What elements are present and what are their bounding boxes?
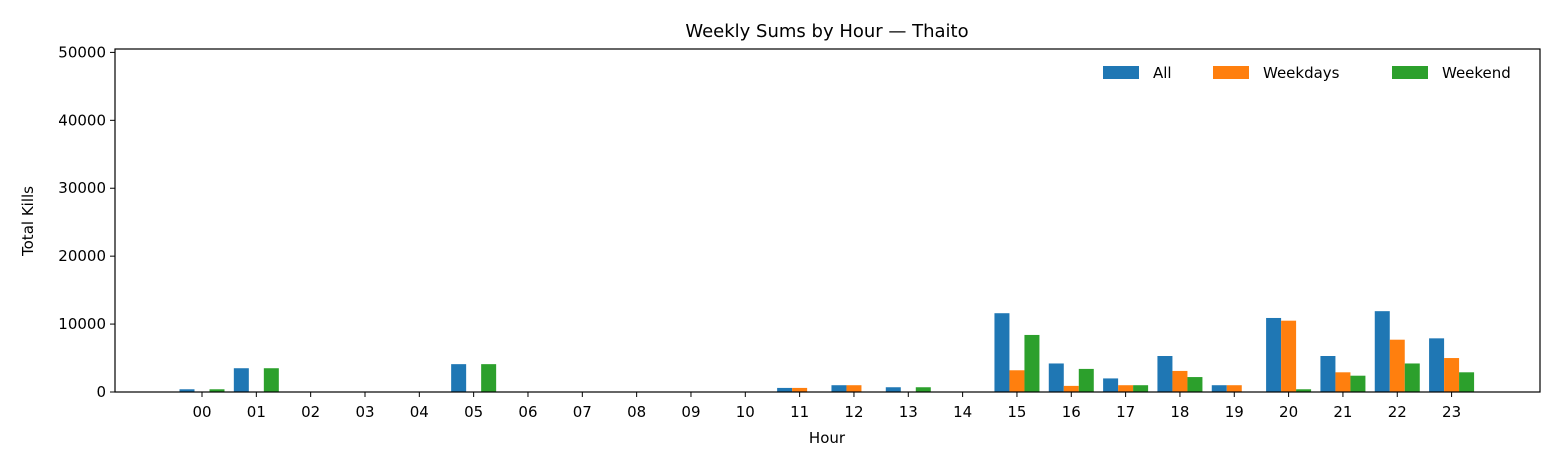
bar-all-00 xyxy=(179,389,195,392)
bar-weekend-01 xyxy=(263,368,279,392)
y-axis-ticks: 0 10000 20000 30000 40000 50000 xyxy=(58,43,115,401)
bar-weekdays-16 xyxy=(1063,385,1079,392)
y-tick-label: 10000 xyxy=(58,315,106,333)
bar-weekend-00 xyxy=(209,389,225,392)
bar-all-21 xyxy=(1320,356,1336,392)
bar-weekend-23 xyxy=(1459,372,1475,392)
x-tick-label: 18 xyxy=(1170,403,1189,421)
bar-all-19 xyxy=(1211,385,1227,392)
legend-label-all: All xyxy=(1153,64,1172,82)
x-tick-label: 06 xyxy=(518,403,537,421)
x-tick-label: 07 xyxy=(573,403,592,421)
bar-weekend-20 xyxy=(1296,389,1312,392)
x-tick-label: 00 xyxy=(192,403,211,421)
bar-all-18 xyxy=(1157,356,1173,392)
bar-weekdays-17 xyxy=(1118,385,1134,392)
y-tick-label: 40000 xyxy=(58,111,106,129)
bars xyxy=(179,311,1475,392)
bar-all-13 xyxy=(885,387,901,392)
x-tick-label: 10 xyxy=(736,403,755,421)
bar-all-01 xyxy=(233,368,249,392)
bar-weekdays-20 xyxy=(1281,320,1297,392)
legend-label-weekdays: Weekdays xyxy=(1263,64,1340,82)
bar-all-23 xyxy=(1429,338,1445,392)
bar-all-15 xyxy=(994,313,1010,392)
x-tick-label: 15 xyxy=(1007,403,1026,421)
x-tick-label: 17 xyxy=(1116,403,1135,421)
x-tick-label: 23 xyxy=(1442,403,1461,421)
x-tick-label: 08 xyxy=(627,403,646,421)
bar-all-22 xyxy=(1374,311,1390,392)
bar-weekend-18 xyxy=(1187,377,1203,392)
bar-all-17 xyxy=(1103,378,1119,392)
legend: All Weekdays Weekend xyxy=(1103,64,1511,82)
bar-all-11 xyxy=(777,387,793,392)
x-tick-label: 11 xyxy=(790,403,809,421)
x-tick-label: 05 xyxy=(464,403,483,421)
legend-swatch-weekdays xyxy=(1213,66,1249,79)
x-axis-ticks: 00 01 02 03 04 05 06 07 08 09 10 11 12 13 14 15 16 17 18 19… xyxy=(192,392,1461,421)
legend-swatch-all xyxy=(1103,66,1139,79)
bar-weekdays-22 xyxy=(1389,339,1405,392)
x-tick-label: 01 xyxy=(247,403,266,421)
bar-weekend-17 xyxy=(1133,385,1149,392)
bar-all-20 xyxy=(1266,317,1282,392)
x-tick-label: 21 xyxy=(1333,403,1352,421)
bar-weekdays-15 xyxy=(1009,370,1025,392)
bar-weekend-21 xyxy=(1350,375,1366,392)
chart-title: Weekly Sums by Hour — Thaito xyxy=(685,21,968,42)
bar-weekdays-21 xyxy=(1335,372,1351,392)
x-tick-label: 14 xyxy=(953,403,972,421)
bar-weekend-22 xyxy=(1404,363,1420,392)
legend-swatch-weekend xyxy=(1392,66,1428,79)
x-tick-label: 12 xyxy=(844,403,863,421)
y-axis-label: Total Kills xyxy=(19,186,37,257)
plot-frame xyxy=(114,48,1541,393)
bar-weekend-13 xyxy=(915,387,931,392)
bar-all-12 xyxy=(831,385,847,392)
x-tick-label: 22 xyxy=(1388,403,1407,421)
bar-weekdays-11 xyxy=(792,387,808,392)
x-tick-label: 20 xyxy=(1279,403,1298,421)
bar-weekdays-19 xyxy=(1226,385,1242,392)
bar-weekdays-23 xyxy=(1444,358,1460,392)
x-tick-label: 09 xyxy=(681,403,700,421)
x-tick-label: 04 xyxy=(410,403,429,421)
y-tick-label: 50000 xyxy=(58,43,106,61)
bar-weekend-15 xyxy=(1024,334,1040,392)
bar-all-16 xyxy=(1048,363,1064,392)
y-tick-label: 30000 xyxy=(58,179,106,197)
bar-weekdays-12 xyxy=(846,385,862,392)
y-tick-label: 20000 xyxy=(58,247,106,265)
bar-weekend-16 xyxy=(1078,368,1094,392)
x-tick-label: 13 xyxy=(899,403,918,421)
bar-weekend-05 xyxy=(481,364,497,392)
bar-weekdays-18 xyxy=(1172,370,1188,392)
bar-all-05 xyxy=(451,364,467,392)
x-tick-label: 03 xyxy=(355,403,374,421)
x-tick-label: 16 xyxy=(1062,403,1081,421)
legend-label-weekend: Weekend xyxy=(1442,64,1511,82)
x-axis-label: Hour xyxy=(809,429,846,447)
y-tick-label: 0 xyxy=(96,383,106,401)
x-tick-label: 02 xyxy=(301,403,320,421)
x-tick-label: 19 xyxy=(1225,403,1244,421)
